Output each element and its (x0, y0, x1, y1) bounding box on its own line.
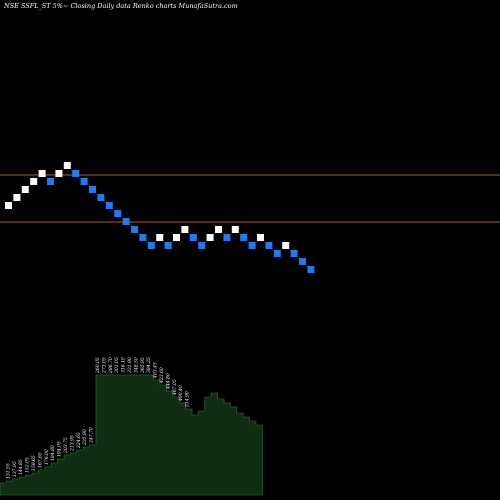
chart-title: NSE SSFL_ST 5%~ Closing Daily data Renko… (4, 2, 238, 10)
volume-label: 286.70 (108, 357, 114, 374)
down-brick (89, 186, 96, 193)
up-brick (156, 234, 164, 241)
down-brick (80, 178, 88, 185)
up-brick (21, 186, 29, 193)
volume-label: 467.05 (172, 379, 178, 396)
down-brick (114, 210, 122, 217)
volume-label: 184.80 (50, 445, 56, 461)
down-brick (265, 242, 273, 249)
volume-label: 273.05 (101, 357, 107, 374)
down-brick (307, 266, 315, 273)
down-brick (290, 250, 298, 257)
down-brick (248, 242, 256, 249)
up-brick (5, 202, 12, 209)
volume-label: 137.95 (12, 461, 18, 477)
down-brick (72, 170, 80, 177)
volume-label: 247.70 (89, 427, 95, 444)
down-brick (131, 226, 138, 233)
volume-label: 213.95 (69, 435, 75, 452)
volume-label: 331.90 (127, 357, 133, 373)
down-brick (147, 242, 155, 249)
renko-bricks (5, 162, 315, 273)
volume-label: 152.05 (25, 457, 31, 473)
down-brick (198, 242, 206, 249)
volume-label: 384.25 (146, 357, 152, 373)
volume-label: 403.45 (153, 362, 159, 379)
up-brick (257, 234, 264, 241)
volume-label: 144.85 (18, 459, 24, 475)
volume-label: 159.65 (31, 455, 37, 471)
volume-label: 423.60 (159, 367, 165, 384)
down-brick (97, 194, 105, 201)
down-brick (122, 218, 130, 225)
volume-label: 444.80 (165, 373, 171, 390)
down-brick (240, 234, 248, 241)
up-brick (231, 226, 239, 233)
volume-label: 365.95 (140, 357, 146, 373)
volume-label: 203.75 (63, 437, 69, 454)
up-brick (38, 170, 46, 177)
up-brick (206, 234, 214, 241)
volume-label: 176.00 (44, 449, 50, 465)
volume-label: 235.90 (82, 429, 88, 446)
down-brick (47, 178, 54, 185)
up-brick (173, 234, 180, 241)
volume-label: 167.65 (37, 452, 43, 468)
volume-area (0, 374, 263, 496)
down-brick (164, 242, 172, 249)
up-brick (13, 194, 21, 201)
volume-label: 194.05 (57, 441, 63, 457)
down-brick (273, 250, 281, 257)
up-brick (63, 162, 71, 169)
volume-label: 224.65 (76, 432, 82, 449)
volume-area-path (0, 374, 263, 496)
down-brick (299, 258, 306, 265)
up-brick (55, 170, 63, 177)
down-brick (189, 234, 197, 241)
up-brick (30, 178, 38, 185)
volume-label: 301.05 (114, 357, 120, 373)
down-brick (223, 234, 231, 241)
up-brick (215, 226, 222, 233)
volume-labels: 131.55 137.95 144.85 152.05 159.65 167.65 176.… (5, 357, 190, 479)
reference-lines (0, 174, 500, 223)
up-brick (181, 226, 189, 233)
volume-label: 348.50 (133, 357, 139, 373)
down-brick (139, 234, 147, 241)
down-brick (105, 202, 113, 209)
up-brick (282, 242, 290, 249)
volume-label: 514.90 (185, 391, 191, 407)
volume-label: 490.40 (178, 385, 184, 402)
volume-label: 131.55 (5, 463, 11, 479)
volume-label: 260.05 (95, 357, 101, 374)
volume-label: 316.10 (121, 357, 127, 373)
